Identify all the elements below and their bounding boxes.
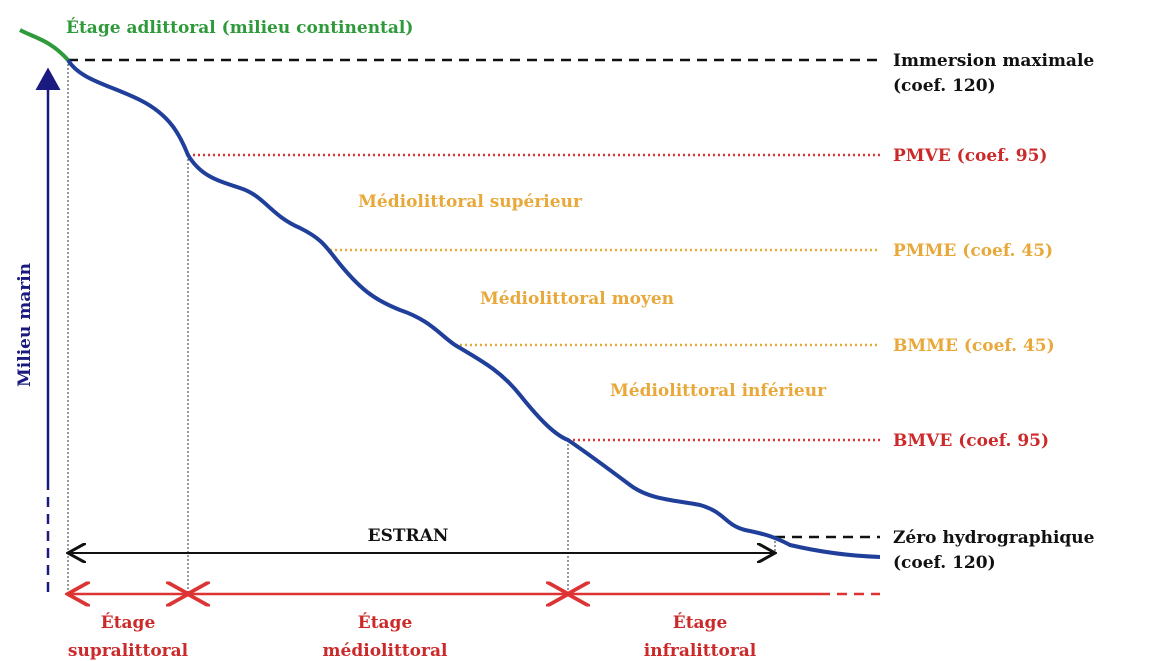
- zone-label: Médiolittoral moyen: [480, 289, 674, 309]
- level-label: Zéro hydrographique (coef. 120): [893, 528, 1095, 573]
- shore-curve: [66, 58, 881, 559]
- level-label: BMVE (coef. 95): [893, 431, 1049, 451]
- zone-label: Médiolittoral inférieur: [610, 381, 827, 401]
- level-label: PMME (coef. 45): [893, 241, 1053, 261]
- continental-curve: [19, 28, 70, 62]
- stage-label: Étage supralittoral: [68, 612, 189, 661]
- level-label: PMVE (coef. 95): [893, 146, 1047, 166]
- title: Étage adlittoral (milieu continental): [66, 17, 413, 38]
- estran-label: ESTRAN: [368, 526, 449, 546]
- stage-label: Étage médiolittoral: [323, 612, 448, 661]
- zone-label: Médiolittoral supérieur: [358, 192, 583, 212]
- guides: [67, 60, 776, 595]
- level-label: Immersion maximale (coef. 120): [893, 51, 1094, 96]
- level-label: BMME (coef. 45): [893, 336, 1055, 356]
- axis-label: Milieu marin: [15, 263, 35, 387]
- stage-label: Étage infralittoral: [644, 612, 757, 661]
